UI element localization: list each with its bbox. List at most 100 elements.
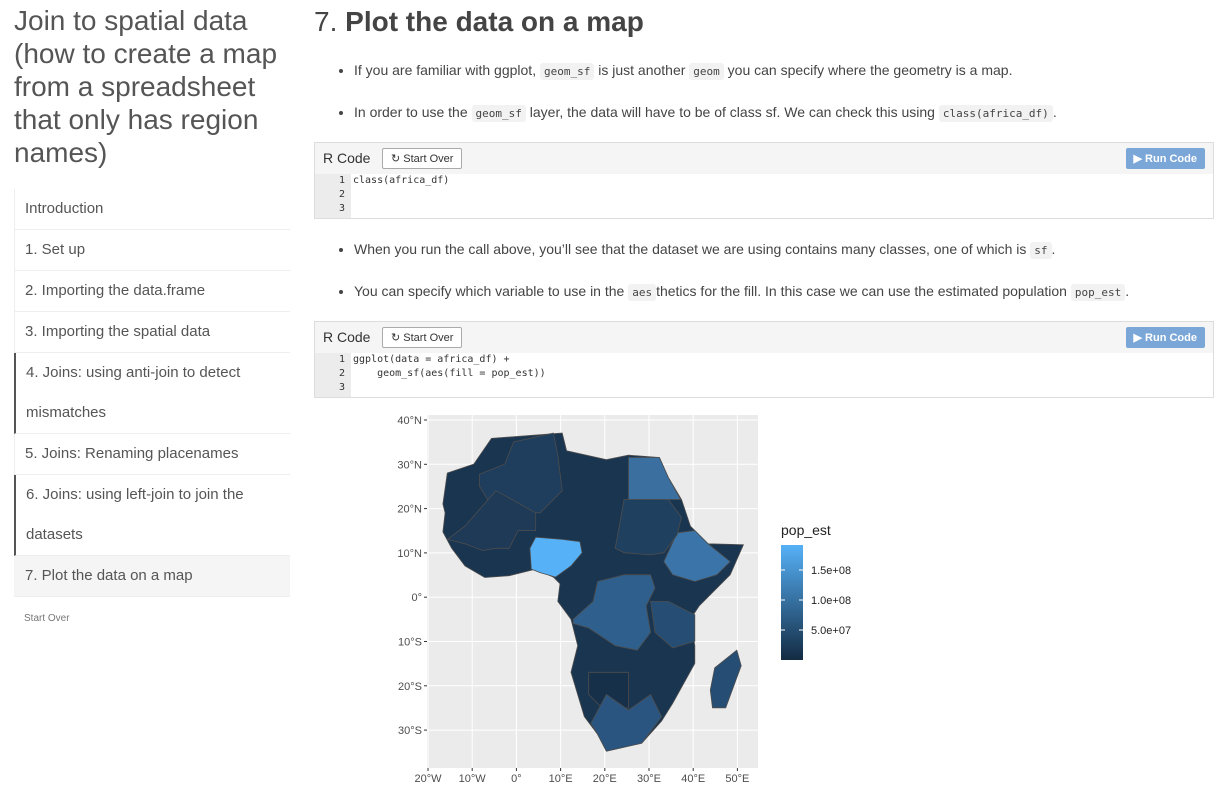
y-tick-label: 10°N [397, 548, 422, 560]
inline-code: class(africa_df) [938, 105, 1053, 122]
source: ggplot(data = africa_df) + geom_sf(aes(f… [351, 353, 546, 397]
main: 7. Plot the data on a map If you are fam… [314, 4, 1214, 398]
source: class(africa_df) [351, 174, 449, 218]
button-text: Start Over [403, 153, 454, 165]
text: thetics for the fill. In this case we ca… [656, 283, 1071, 299]
code-editor[interactable]: 1 2 3 ggplot(data = africa_df) + geom_sf(ae… [315, 353, 1213, 397]
y-tick-label: 0° [411, 592, 422, 604]
icon: ▶ [1133, 153, 1146, 165]
heading-text: Plot the data on a map [345, 6, 644, 37]
inline-code: pop_est [1070, 284, 1126, 301]
y-tick-label: 20°S [398, 681, 422, 693]
start-over-button[interactable]: ↻ Start Over [382, 148, 463, 169]
x-tick-label: 0° [511, 773, 522, 785]
country [590, 693, 663, 752]
y-tick-label: 40°N [397, 415, 422, 427]
x-tick-label: 20°W [414, 773, 442, 785]
toc-item[interactable]: 7. Plot the data on a map [14, 556, 290, 597]
code-box: R Code ↻ Start Over ▶ Run Code 1 2 3 ggplot(da… [314, 321, 1214, 398]
code-line: class(africa_df) [353, 175, 450, 186]
start-over-button[interactable]: ↻ Start Over [382, 327, 463, 348]
text: layer, the data will have to be of class… [525, 104, 939, 120]
code-box: R Code ↻ Start Over ▶ Run Code 1 2 3 class(afr… [314, 142, 1214, 219]
y-tick-label: 30°S [398, 725, 422, 737]
bullet: In order to use the geom_sf layer, the d… [354, 102, 1214, 124]
text: You can specify which variable to use in… [354, 283, 629, 299]
country [663, 530, 731, 582]
x-tick-label: 40°E [681, 773, 705, 785]
legend-title: pop_est [781, 522, 831, 538]
button-text: Run Code [1145, 332, 1197, 344]
y-tick-label: 10°S [398, 637, 422, 649]
toc-item[interactable]: Introduction [14, 189, 290, 230]
country [650, 600, 696, 649]
code-line: geom_sf(aes(fill = pop_est)) [353, 368, 546, 379]
bullet: When you run the call above, you’ll see … [354, 239, 1214, 261]
legend-label: 5.0e+07 [811, 625, 851, 637]
toc-item[interactable]: 3. Importing the spatial data [14, 312, 290, 353]
icon: ↻ [391, 332, 404, 344]
run-code-button[interactable]: ▶ Run Code [1125, 148, 1205, 169]
bullet: If you are familiar with ggplot, geom_sf… [354, 60, 1214, 82]
country [628, 457, 682, 500]
button-text: Start Over [403, 332, 454, 344]
text: is just another [594, 62, 690, 78]
code-label: R Code [323, 329, 371, 345]
toc-item[interactable]: 6. Joins: using left-join to join the da… [14, 475, 290, 556]
colorbar [781, 545, 803, 660]
country [446, 490, 537, 551]
button-text: Run Code [1145, 153, 1197, 165]
code-header: R Code ↻ Start Over ▶ Run Code [315, 143, 1213, 174]
text: . [1125, 283, 1130, 299]
code-label: R Code [323, 150, 371, 166]
toc: Introduction 1. Set up 2. Importing the da… [14, 189, 290, 597]
bullet: You can specify which variable to use in… [354, 281, 1214, 303]
toc-item[interactable]: 1. Set up [14, 230, 290, 271]
legend-label: 1.5e+08 [811, 565, 851, 577]
inline-code: sf [1030, 242, 1052, 259]
toc-item[interactable]: 4. Joins: using anti-join to detect mism… [14, 353, 290, 434]
inline-code: aes [628, 284, 657, 301]
run-code-button[interactable]: ▶ Run Code [1125, 327, 1205, 348]
icon: ↻ [391, 153, 404, 165]
section-heading: 7. Plot the data on a map [314, 4, 1214, 40]
line-number: 2 [338, 368, 345, 379]
code-header: R Code ↻ Start Over ▶ Run Code [315, 322, 1213, 353]
country [529, 536, 583, 578]
inline-code: geom_sf [539, 63, 595, 80]
gutter: 1 2 3 [315, 174, 351, 218]
start-over-link[interactable]: Start Over [24, 613, 70, 624]
line-number: 1 [338, 175, 345, 186]
madagascar [709, 649, 742, 709]
x-tick-label: 30°E [637, 773, 661, 785]
gutter: 1 2 3 [315, 353, 351, 397]
x-tick-label: 10°E [549, 773, 573, 785]
country [614, 499, 682, 556]
x-tick-label: 10°W [459, 773, 487, 785]
code-editor[interactable]: 1 2 3 class(africa_df) [315, 174, 1213, 218]
text: . [1051, 241, 1056, 257]
bullets: When you run the call above, you’ll see … [314, 239, 1214, 303]
text: you can specify where the geometry is a … [723, 62, 1013, 78]
x-tick-label: 20°E [593, 773, 617, 785]
line-number: 2 [338, 189, 345, 200]
code-line: ggplot(data = africa_df) + [353, 354, 510, 365]
legend-label: 1.0e+08 [811, 595, 851, 607]
sidebar: Join to spatial data (how to create a ma… [14, 4, 290, 624]
text: . [1052, 104, 1057, 120]
toc-item[interactable]: 5. Joins: Renaming placenames [14, 434, 290, 475]
inline-code: geom_sf [471, 105, 526, 122]
country [572, 574, 656, 651]
text: If you are familiar with ggplot, [354, 62, 540, 78]
x-tick-label: 50°E [725, 773, 749, 785]
y-tick-label: 30°N [397, 459, 422, 471]
toc-item[interactable]: 2. Importing the data.frame [14, 271, 290, 312]
text: In order to use the [354, 104, 472, 120]
heading-number: 7. [314, 6, 338, 37]
line-number: 3 [338, 203, 345, 214]
text: When you run the call above, you’ll see … [354, 241, 1031, 257]
line-number: 3 [338, 382, 345, 393]
bullets: If you are familiar with ggplot, geom_sf… [314, 60, 1214, 124]
line-number: 1 [338, 354, 345, 365]
